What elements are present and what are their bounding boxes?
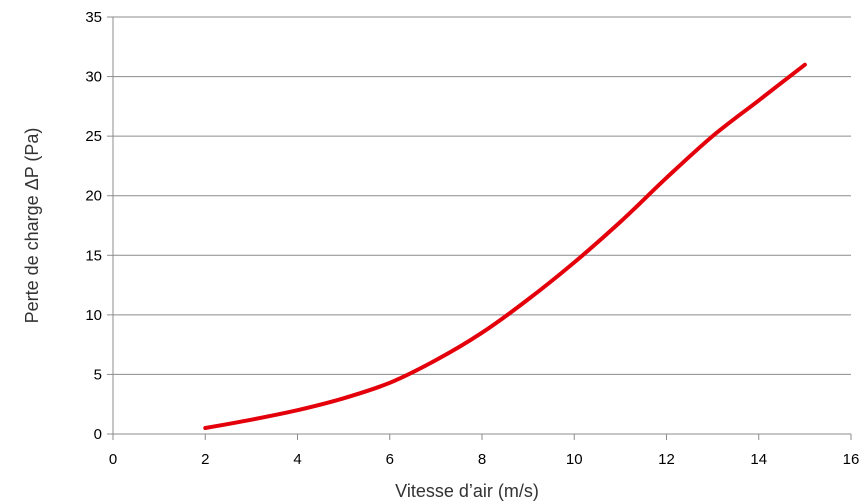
x-axis-ticks: 0 2 4 6 8 10 12 14 16: [109, 434, 860, 468]
y-tick-label: 20: [85, 188, 102, 205]
y-tick-label: 15: [85, 247, 102, 264]
y-tick-label: 30: [85, 69, 102, 86]
y-axis-title: Perte de charge ΔP (Pa): [22, 128, 42, 324]
plot-area: [203, 62, 807, 430]
axes: [112, 17, 851, 435]
y-tick-label: 25: [85, 128, 102, 145]
y-axis-ticks: 0 5 10 15 20 25 30 35: [85, 9, 113, 443]
y-tick-label: 10: [85, 307, 102, 324]
x-axis-title: Vitesse d’air (m/s): [395, 481, 539, 501]
y-tick-label: 35: [85, 9, 102, 26]
grid-lines: [113, 16, 851, 375]
y-tick-label: 5: [94, 366, 102, 383]
x-tick-label: 4: [293, 451, 301, 468]
x-tick-label: 12: [658, 451, 675, 468]
x-tick-label: 10: [566, 451, 583, 468]
series-line: [203, 62, 807, 430]
x-tick-label: 16: [843, 451, 860, 468]
y-tick-label: 0: [94, 426, 102, 443]
x-tick-label: 0: [109, 451, 117, 468]
x-tick-label: 14: [750, 451, 767, 468]
x-tick-label: 6: [386, 451, 394, 468]
x-tick-label: 8: [478, 451, 486, 468]
x-tick-label: 2: [201, 451, 209, 468]
